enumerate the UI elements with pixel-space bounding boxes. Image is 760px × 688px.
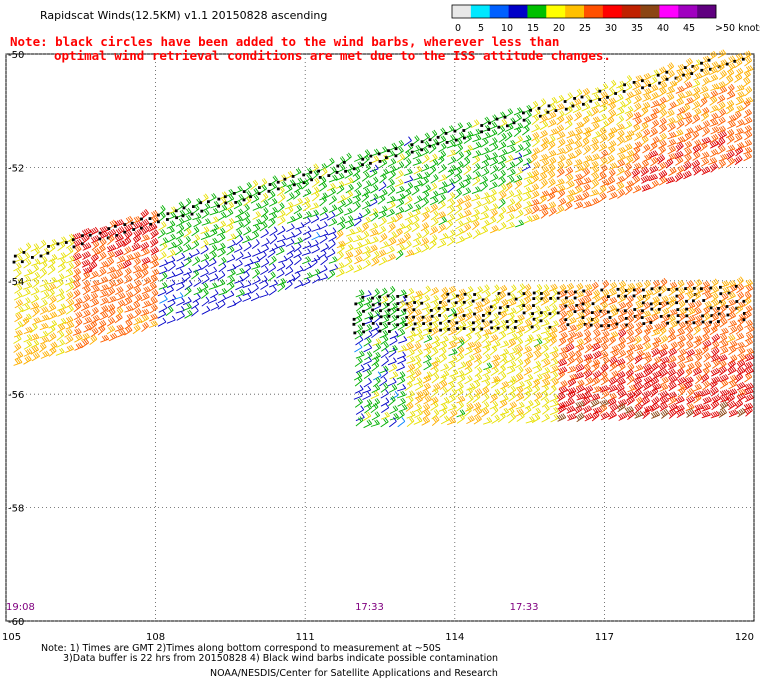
map-title: Rapidscat Winds(12.5KM) v1.1 20150828 as… — [40, 9, 327, 22]
lat-tick-label: -60 — [8, 617, 24, 628]
time-label: 19:08 — [6, 602, 35, 613]
latitude-labels: -50 -52 -54 -56 -58 -60 — [8, 50, 24, 628]
longitude-labels: 105 108 111 114 117 120 — [2, 632, 754, 643]
colorbar-label: >50 knots — [715, 23, 760, 34]
colorbar-swatch — [546, 5, 566, 18]
colorbar-label: 5 — [478, 23, 484, 34]
footer-credit: NOAA/NESDIS/Center for Satellite Applica… — [210, 668, 498, 679]
time-label: 17:33 — [355, 602, 384, 613]
colorbar-label: 10 — [501, 23, 513, 34]
footer-note-line-2: 3)Data buffer is 22 hrs from 20150828 4)… — [63, 653, 498, 664]
colorbar-label: 40 — [657, 23, 669, 34]
time-labels: 19:08 17:33 17:33 — [6, 602, 538, 613]
colorbar-swatch — [508, 5, 528, 18]
lat-tick-label: -50 — [8, 50, 24, 61]
wind-barbs — [12, 49, 755, 429]
lon-tick-label: 111 — [296, 632, 315, 643]
colorbar-label: 20 — [553, 23, 565, 34]
colorbar-swatch — [621, 5, 641, 18]
lat-tick-label: -56 — [8, 390, 24, 401]
colorbar-swatch — [584, 5, 604, 18]
lon-tick-label: 105 — [2, 632, 21, 643]
colorbar-swatch — [489, 5, 509, 18]
note-line-1: Note: black circles have been added to t… — [10, 34, 559, 49]
colorbar-label: 30 — [605, 23, 617, 34]
colorbar-swatch — [640, 5, 660, 18]
colorbar-label: 45 — [683, 23, 695, 34]
colorbar-swatch — [565, 5, 585, 18]
colorbar-label: 35 — [631, 23, 643, 34]
colorbar-swatch — [659, 5, 679, 18]
lat-tick-label: -52 — [8, 163, 24, 174]
colorbar-swatch — [602, 5, 623, 18]
colorbar-swatch — [697, 5, 717, 18]
colorbar-swatch — [452, 5, 472, 18]
colorbar-swatch — [470, 5, 491, 18]
colorbar-swatch — [678, 5, 698, 18]
colorbar-label: 25 — [579, 23, 591, 34]
lon-tick-label: 114 — [445, 632, 464, 643]
wind-speed-colorbar: 0 5 10 15 20 25 30 35 40 45 >50 knots — [451, 4, 760, 34]
colorbar-swatch — [527, 5, 547, 18]
lat-tick-label: -54 — [8, 277, 24, 288]
lon-tick-label: 108 — [146, 632, 165, 643]
colorbar-label: 0 — [455, 23, 461, 34]
lon-tick-label: 117 — [595, 632, 614, 643]
lat-tick-label: -58 — [8, 504, 24, 515]
time-label: 17:33 — [510, 602, 539, 613]
lat-lon-grid — [5, 53, 755, 622]
lon-tick-label: 120 — [735, 632, 754, 643]
colorbar-label: 15 — [527, 23, 539, 34]
footer-note-line-1: Note: 1) Times are GMT 2)Times along bot… — [41, 643, 441, 654]
note-line-2: optimal wind retrieval conditions are me… — [54, 48, 611, 63]
